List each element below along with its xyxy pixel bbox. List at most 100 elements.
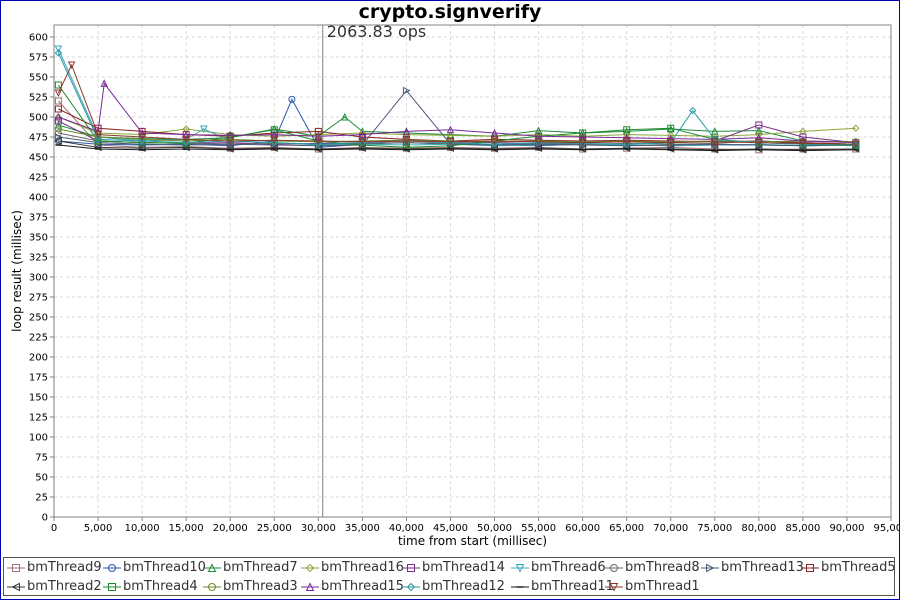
data-point (199, 125, 208, 134)
data-point (182, 135, 190, 144)
y-tick-label: 525 (29, 93, 48, 104)
data-point (54, 97, 62, 105)
series-line (58, 98, 856, 148)
x-tick-label: 40,000 (389, 523, 424, 534)
x-tick-label: 30,000 (301, 523, 336, 534)
data-point (226, 133, 234, 141)
legend-marker-icon (801, 564, 819, 572)
x-tick-label: 20,000 (213, 523, 248, 534)
y-tick-label: 475 (29, 133, 48, 144)
data-point (54, 117, 62, 125)
data-point (666, 134, 675, 143)
data-point (314, 140, 323, 148)
y-tick-label: 200 (29, 353, 48, 364)
legend-label: bmThread4 (123, 579, 198, 594)
legend-label: bmThread14 (422, 560, 505, 575)
data-point (54, 137, 62, 145)
data-point (579, 129, 587, 137)
y-tick-label: 25 (35, 493, 48, 504)
legend-marker-icon (511, 564, 529, 573)
series-line (58, 82, 856, 144)
axes: 0 25 50 75 100 125 150 175 200 225 250 275 300 325 350… (29, 33, 900, 535)
y-tick-label: 125 (29, 413, 48, 424)
y-tick-label: 0 (42, 513, 48, 524)
data-point (54, 89, 63, 98)
data-point (446, 125, 455, 134)
series-layer (54, 45, 860, 154)
data-point (402, 137, 411, 146)
data-point (490, 137, 499, 146)
data-point (358, 129, 367, 137)
data-point (270, 136, 279, 145)
data-point (851, 138, 860, 147)
legend-label: bmThread12 (422, 579, 505, 594)
series-bmThread12 (54, 49, 860, 149)
annotation-layer: 2063.83 ops (322, 22, 426, 517)
y-tick-label: 250 (29, 313, 48, 324)
data-point (54, 125, 62, 133)
legend-marker-icon (301, 563, 319, 573)
legend-label: bmThread2 (27, 579, 102, 594)
data-point (446, 138, 455, 146)
data-point (578, 139, 587, 147)
data-point (314, 137, 323, 146)
legend-marker-icon (203, 563, 221, 572)
data-point (755, 126, 763, 135)
legend-marker-icon (203, 583, 221, 591)
data-point (67, 61, 76, 70)
data-point (54, 81, 62, 89)
x-tick-label: 5,000 (84, 523, 113, 534)
data-point (94, 135, 102, 144)
legend-label: bmThread3 (223, 579, 298, 594)
legend-marker-icon (103, 564, 121, 572)
y-tick-label: 575 (29, 53, 48, 64)
data-point (288, 95, 296, 103)
y-tick-label: 400 (29, 193, 48, 204)
series-line (57, 63, 856, 145)
data-point (799, 139, 807, 148)
data-point (622, 140, 631, 148)
series-line (58, 128, 856, 143)
data-point (138, 128, 146, 137)
x-tick-label: 80,000 (741, 523, 776, 534)
legend-marker-icon (511, 586, 529, 588)
legend-marker-icon (605, 583, 623, 592)
data-point (100, 79, 109, 87)
data-point (358, 138, 367, 146)
legend-marker-icon (605, 564, 623, 572)
x-tick-label: 95,000 (874, 523, 900, 534)
legend-label: bmThread9 (27, 560, 102, 575)
y-tick-label: 100 (29, 433, 48, 444)
data-point (94, 131, 102, 139)
data-point (182, 130, 190, 139)
chart-title: crypto.signverify (358, 1, 542, 23)
x-tick-label: 10,000 (125, 523, 160, 534)
data-point (689, 106, 697, 115)
data-point (852, 124, 860, 132)
grid (53, 25, 892, 518)
x-tick-label: 75,000 (697, 523, 732, 534)
data-point (667, 124, 675, 132)
data-point (755, 139, 763, 147)
series-bmThread1 (54, 61, 860, 149)
x-tick-label: 45,000 (433, 523, 468, 534)
plot-area (53, 24, 892, 518)
data-point (490, 128, 499, 137)
data-point (666, 139, 675, 147)
x-tick-label: 50,000 (477, 523, 512, 534)
data-point (623, 126, 631, 134)
y-tick-label: 450 (29, 153, 48, 164)
chart-plot: 2063.83 ops 0 25 50 75 100 125 150 175 200 225 250… (10, 22, 900, 548)
x-tick-label: 35,000 (345, 523, 380, 534)
legend-marker-icon (7, 582, 25, 592)
legend-label: bmThread10 (123, 560, 206, 575)
data-point (54, 120, 63, 129)
series-line (58, 116, 856, 144)
x-tick-label: 85,000 (785, 523, 820, 534)
data-point (314, 127, 322, 135)
data-point (226, 137, 235, 146)
series-bmThread11 (55, 144, 859, 152)
x-tick-label: 90,000 (829, 523, 864, 534)
data-point (755, 133, 763, 142)
data-point (534, 138, 543, 146)
